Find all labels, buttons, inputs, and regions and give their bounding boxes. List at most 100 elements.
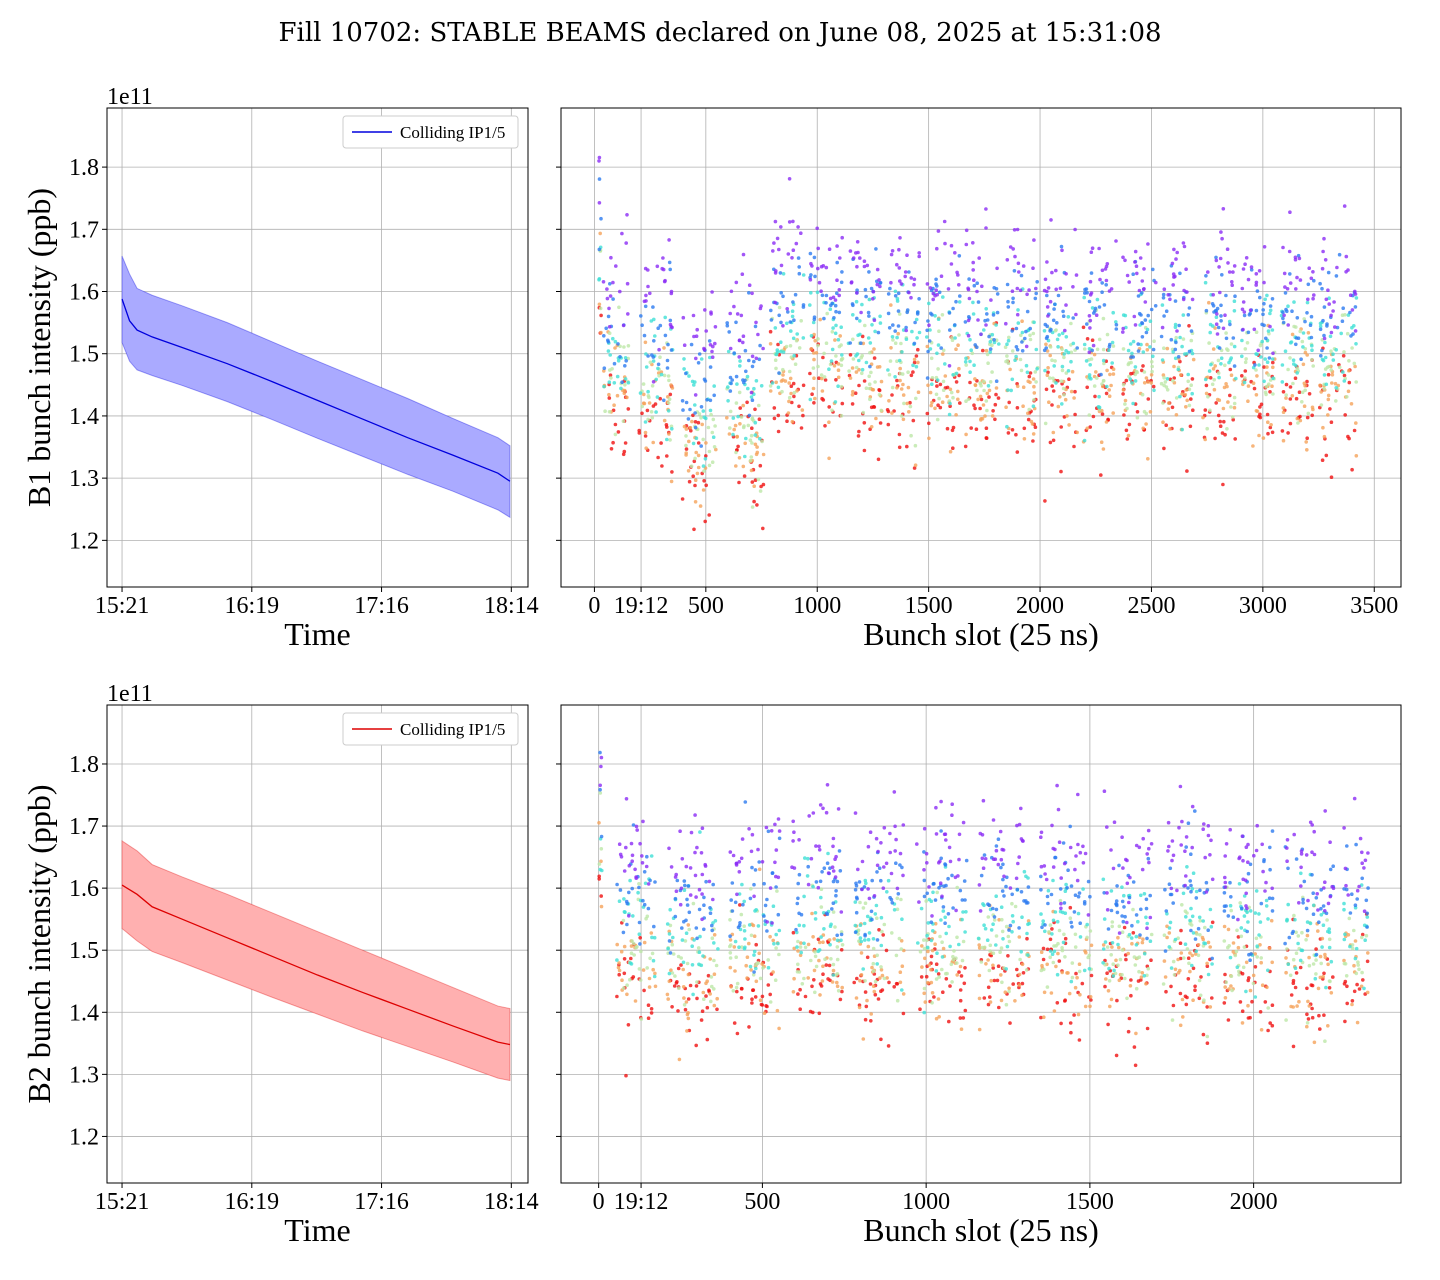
bunch-point bbox=[834, 378, 838, 382]
bunch-point bbox=[1187, 349, 1192, 354]
bunch-point bbox=[753, 995, 758, 999]
bunch-point bbox=[1010, 329, 1014, 333]
bunch-point bbox=[1294, 363, 1298, 368]
bunch-point bbox=[1249, 268, 1254, 272]
bunch-point bbox=[756, 332, 760, 337]
bunch-point bbox=[775, 350, 780, 355]
bunch-point bbox=[607, 325, 612, 329]
y-tick-label: 1.8 bbox=[69, 752, 99, 778]
bunch-point bbox=[1259, 355, 1263, 359]
bunch-point bbox=[986, 985, 991, 990]
bunch-point bbox=[1125, 406, 1129, 411]
bunch-point bbox=[1224, 331, 1228, 335]
bunch-point bbox=[1325, 918, 1329, 922]
bunch-point bbox=[818, 993, 822, 997]
bunch-point bbox=[1181, 1015, 1185, 1019]
bunch-point bbox=[1162, 933, 1167, 937]
bunch-point bbox=[1099, 473, 1103, 477]
bunch-point bbox=[664, 423, 669, 427]
bunch-point bbox=[1353, 956, 1358, 961]
bunch-point bbox=[1133, 260, 1137, 264]
bunch-point bbox=[946, 912, 951, 916]
bunch-point bbox=[710, 349, 714, 354]
bunch-point bbox=[829, 303, 833, 308]
x-tick-label: 3000 bbox=[1239, 593, 1287, 619]
bunch-point bbox=[665, 454, 669, 458]
bunch-point bbox=[791, 219, 795, 224]
bunch-point bbox=[1136, 349, 1141, 353]
bunch-point bbox=[969, 348, 973, 353]
bunch-point bbox=[734, 320, 738, 325]
bunch-point bbox=[857, 880, 862, 884]
bunch-point bbox=[925, 282, 930, 286]
bunch-point bbox=[613, 422, 618, 427]
bunch-point bbox=[1166, 820, 1171, 825]
bunch-point bbox=[963, 930, 967, 934]
bunch-point bbox=[957, 283, 961, 287]
bunch-point bbox=[1105, 384, 1109, 389]
bunch-point bbox=[820, 293, 825, 298]
bunch-point bbox=[837, 288, 842, 292]
bunch-point bbox=[1182, 288, 1186, 293]
bunch-point bbox=[703, 308, 707, 312]
bunch-point bbox=[739, 912, 744, 917]
bunch-point bbox=[625, 983, 629, 987]
bunch-point bbox=[1173, 937, 1178, 942]
bunch-point bbox=[621, 986, 626, 990]
bunch-point bbox=[1264, 336, 1268, 341]
bunch-point bbox=[731, 989, 736, 993]
bunch-point bbox=[958, 1016, 963, 1020]
bunch-point bbox=[839, 357, 844, 362]
bunch-point bbox=[988, 1000, 993, 1004]
bunch-point bbox=[1046, 901, 1050, 906]
bunch-point bbox=[1146, 313, 1150, 318]
bunch-point bbox=[1346, 893, 1350, 897]
bunch-point bbox=[935, 292, 939, 297]
bunch-point bbox=[1326, 288, 1330, 293]
bunch-point bbox=[1320, 945, 1324, 949]
bunch-point bbox=[857, 1005, 862, 1010]
bunch-point bbox=[1062, 393, 1066, 397]
bunch-point bbox=[781, 350, 786, 354]
bunch-point bbox=[955, 973, 959, 977]
bunch-point bbox=[817, 844, 821, 849]
bunch-point bbox=[864, 360, 869, 365]
bunch-point bbox=[635, 945, 639, 949]
bunch-point bbox=[1222, 1001, 1227, 1005]
bunch-point bbox=[821, 911, 826, 915]
bunch-point bbox=[935, 384, 939, 388]
bunch-point bbox=[796, 962, 800, 967]
bunch-point bbox=[940, 940, 944, 944]
bunch-point bbox=[1068, 1021, 1073, 1025]
bunch-point bbox=[1021, 971, 1026, 975]
bunch-point bbox=[1016, 861, 1020, 866]
bunch-point bbox=[975, 388, 979, 393]
bunch-point bbox=[975, 281, 979, 286]
bunch-point bbox=[1088, 894, 1092, 899]
bunch-point bbox=[1131, 880, 1136, 884]
bunch-point bbox=[1055, 919, 1060, 924]
bunch-point bbox=[662, 373, 667, 378]
bunch-point bbox=[1318, 321, 1323, 326]
bunch-point bbox=[1283, 941, 1287, 946]
bunch-point bbox=[866, 937, 871, 942]
bunch-point bbox=[857, 358, 861, 363]
bunch-point bbox=[1098, 277, 1102, 282]
b2-time-ticks: 15:21 16:19 17:16 18:14 19:121.21.31.41.51.6… bbox=[69, 752, 668, 1215]
bunch-point bbox=[668, 438, 672, 442]
bunch-point bbox=[876, 997, 881, 1001]
bunch-point bbox=[1082, 902, 1087, 906]
bunch-point bbox=[726, 399, 730, 403]
bunch-point bbox=[1248, 958, 1252, 962]
bunch-point bbox=[925, 411, 930, 416]
bunch-point bbox=[1062, 861, 1067, 866]
bunch-point bbox=[872, 894, 877, 898]
bunch-point bbox=[994, 379, 999, 384]
bunch-point bbox=[608, 353, 612, 357]
b1-y-offset-text: 1e11 bbox=[107, 84, 153, 110]
bunch-point bbox=[777, 829, 782, 833]
bunch-point bbox=[791, 930, 796, 935]
x-tick-label: 0 bbox=[593, 1189, 605, 1215]
b1-time-xlabel: Time bbox=[284, 616, 350, 652]
bunch-point bbox=[879, 408, 883, 413]
